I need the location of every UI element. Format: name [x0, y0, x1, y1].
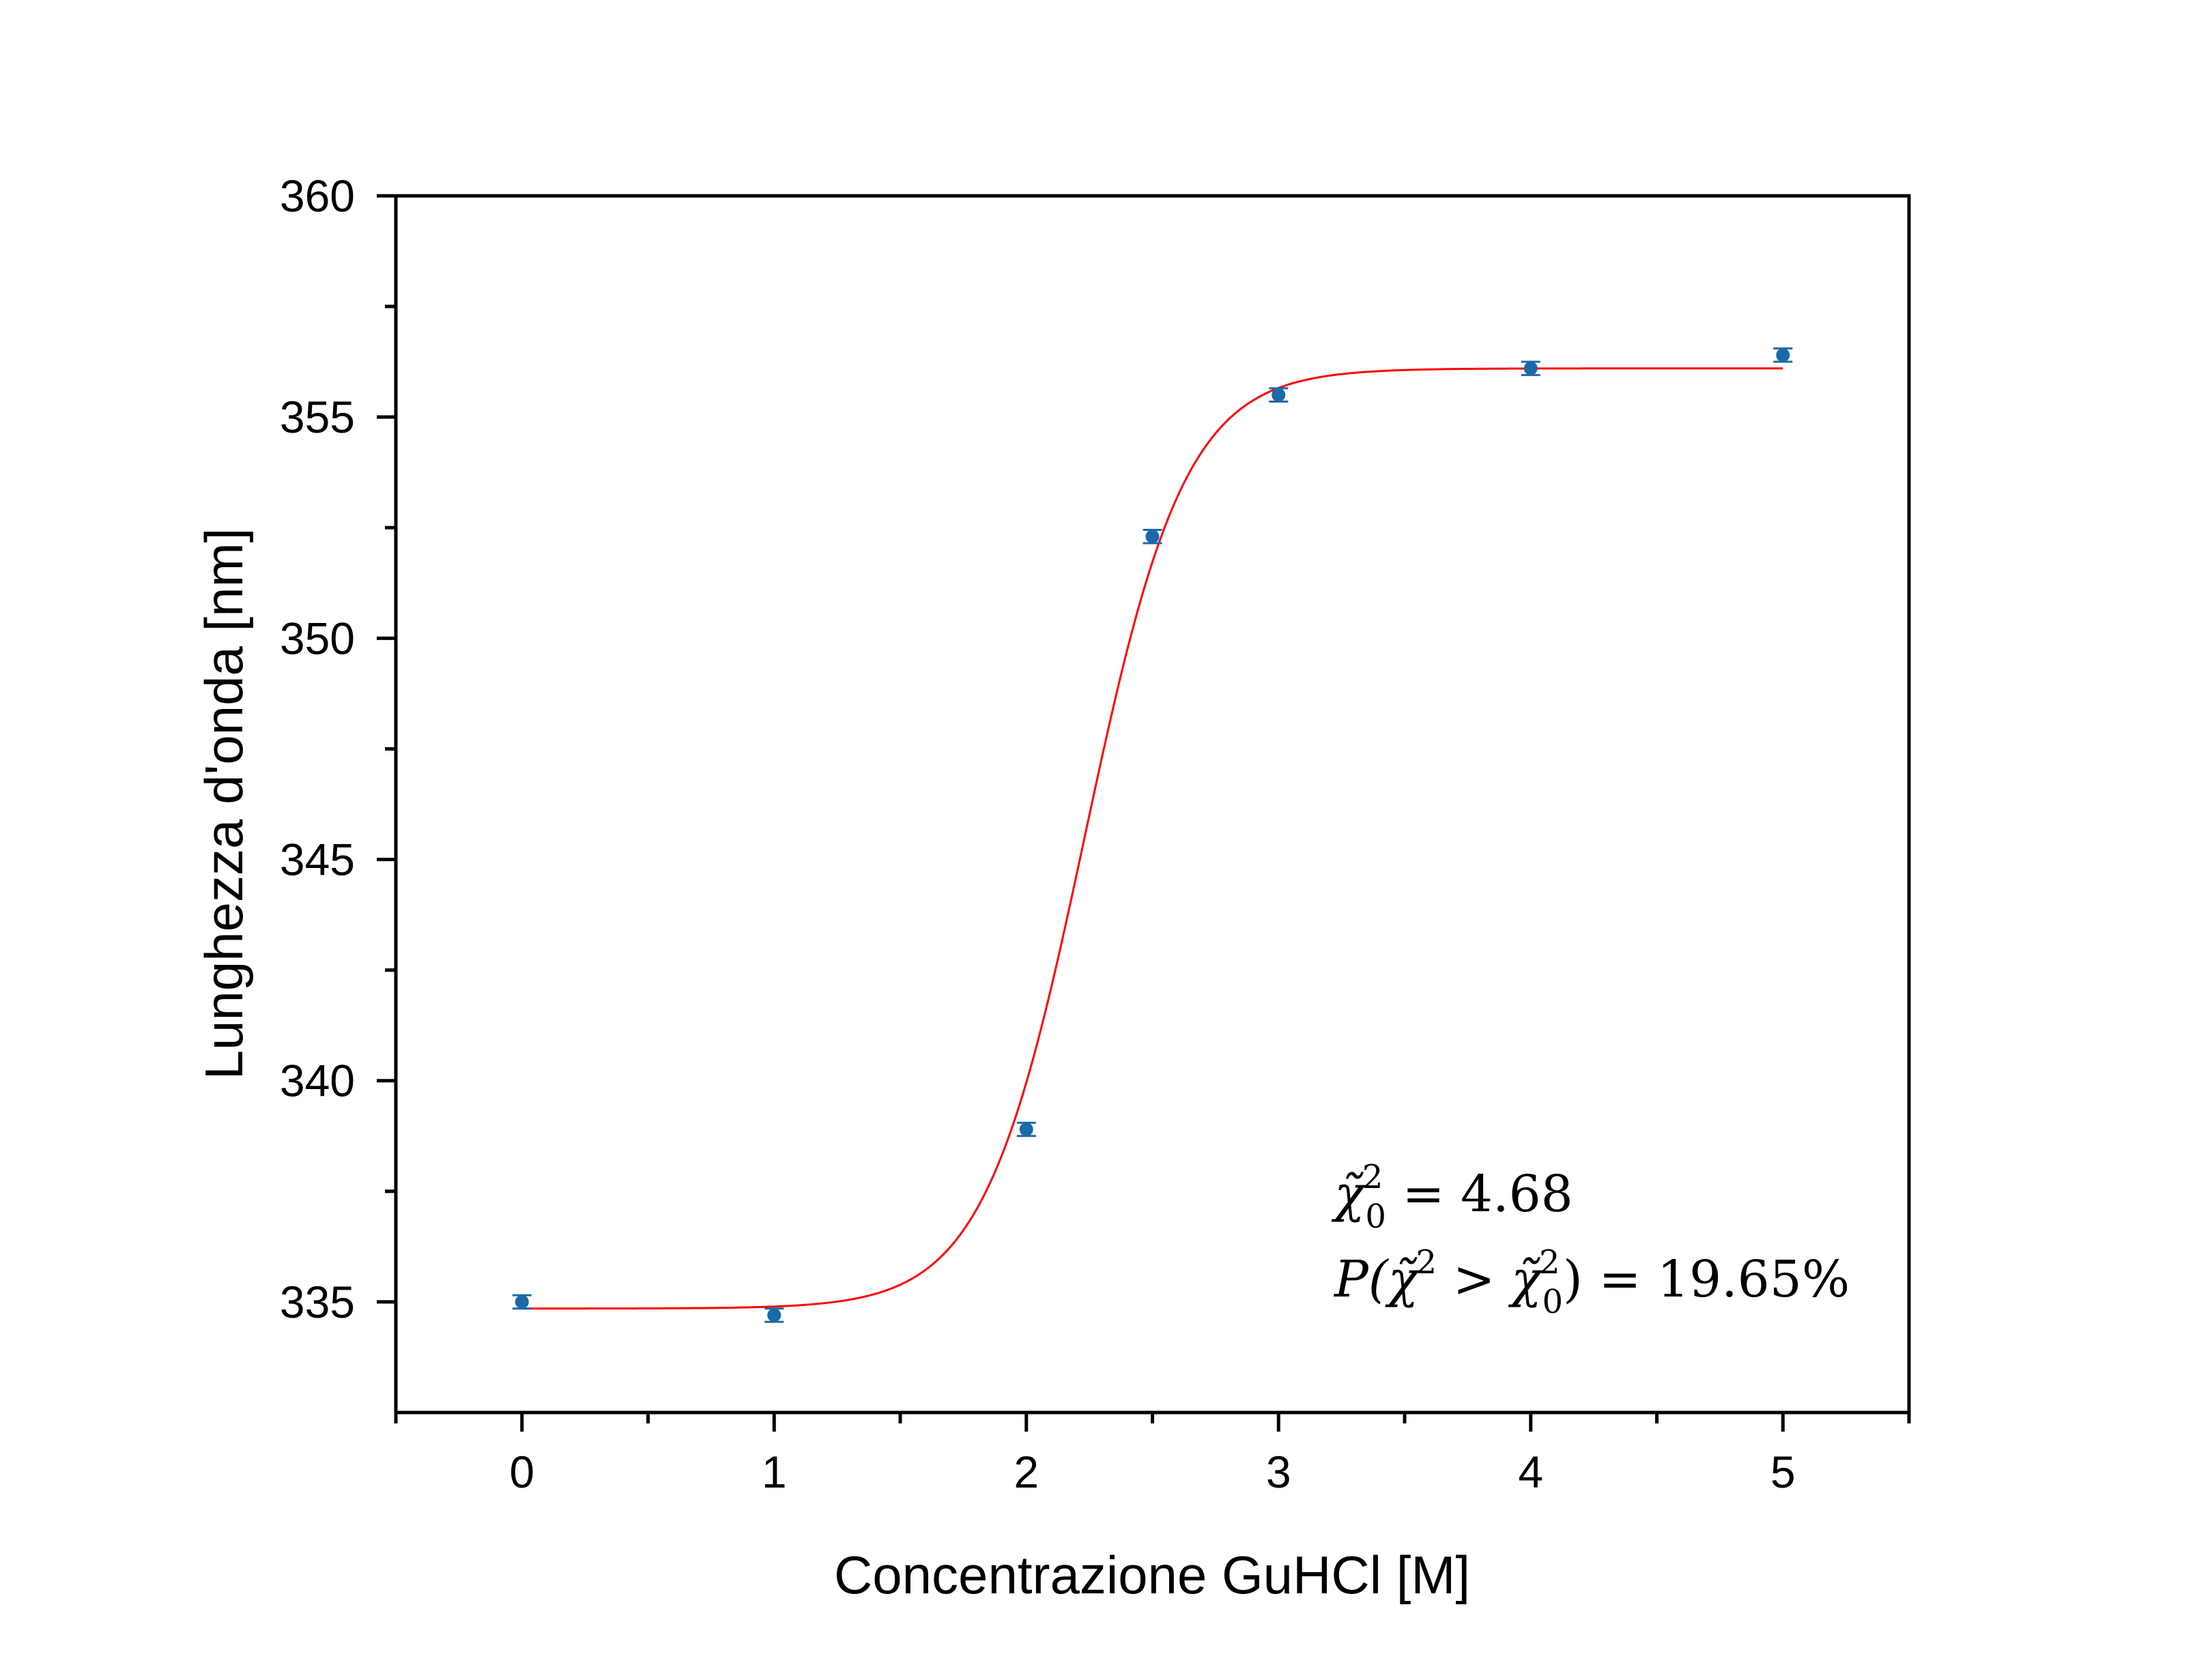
data-point [764, 1307, 784, 1323]
x-tick-label: 5 [1770, 1447, 1796, 1497]
x-axis: 0 1 2 3 4 5 [394, 1413, 1911, 1497]
y-tick-label: 355 [280, 392, 355, 442]
y-axis-title: Lunghezza d'onda [nm] [194, 528, 254, 1080]
data-marker [1145, 530, 1160, 544]
data-point [1773, 347, 1793, 363]
x-tick-label: 4 [1518, 1447, 1543, 1497]
x-tick-label: 2 [1014, 1447, 1039, 1497]
y-tick-label: 350 [280, 613, 355, 663]
data-marker [767, 1308, 781, 1322]
data-marker [1523, 361, 1538, 375]
data-marker [515, 1294, 529, 1309]
x-tick-label: 1 [762, 1447, 787, 1497]
x-tick-label: 3 [1266, 1447, 1291, 1497]
fit-curve [521, 367, 1783, 1310]
data-point [1143, 529, 1162, 545]
data-point [1521, 360, 1540, 377]
data-point [1016, 1121, 1036, 1138]
data-marker [1272, 388, 1286, 402]
data-point [1269, 387, 1289, 403]
data-points [512, 347, 1793, 1323]
data-point [512, 1294, 532, 1310]
plot-frame [394, 194, 1911, 1415]
y-tick-label: 340 [280, 1056, 355, 1106]
data-marker [1019, 1123, 1033, 1137]
y-tick-label: 335 [280, 1277, 355, 1327]
x-tick-label: 0 [509, 1447, 534, 1497]
chi-square-annotation: χ̃2 0 = 4.68 [1331, 1158, 1573, 1236]
x-axis-title: Concentrazione GuHCl [M] [834, 1545, 1470, 1605]
y-tick-label: 345 [280, 835, 355, 885]
data-marker [1776, 348, 1790, 362]
p-value-annotation: P(χ̃2 > χ̃2 0) = 19.65% [1333, 1243, 1850, 1321]
y-axis: 335 340 345 350 355 360 [280, 171, 396, 1327]
y-tick-label: 360 [280, 171, 355, 221]
